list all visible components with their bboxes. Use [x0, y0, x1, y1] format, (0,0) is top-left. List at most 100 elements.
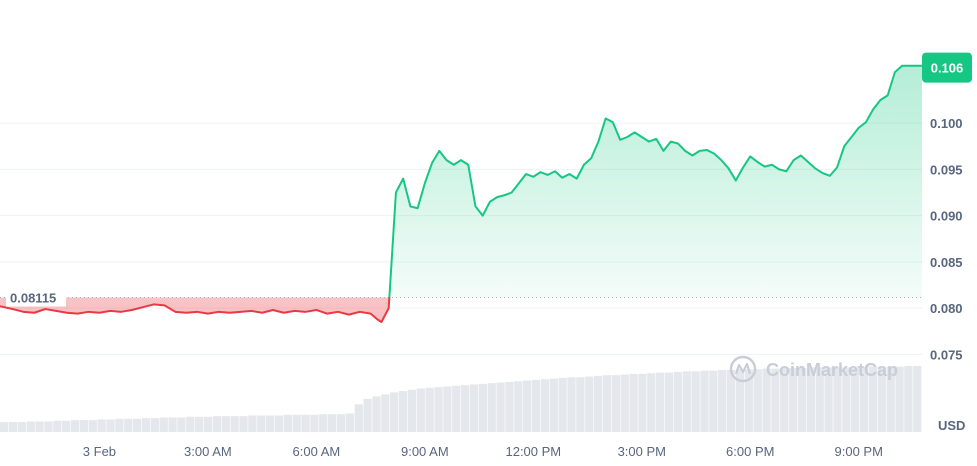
volume-bar	[664, 372, 674, 432]
volume-bar	[540, 379, 550, 432]
volume-bar	[461, 385, 470, 432]
price-line-down	[0, 297, 391, 323]
volume-bar	[248, 415, 257, 432]
volume-bar	[407, 389, 417, 432]
y-tick-label: 0.100	[930, 116, 963, 131]
volume-bar	[97, 419, 106, 432]
volume-bar	[79, 420, 89, 432]
volume-bar	[904, 366, 913, 432]
volume-bar	[567, 377, 576, 432]
volume-bar	[345, 413, 355, 432]
price-area	[0, 65, 922, 322]
current-price-badge-label: 0.106	[931, 61, 964, 76]
volume-bar	[585, 376, 594, 432]
volume-bar	[257, 415, 266, 432]
volume-bar	[203, 416, 213, 432]
volume-bar	[726, 369, 736, 432]
volume-bar	[531, 379, 541, 432]
watermark: CoinMarketCap	[729, 355, 898, 383]
volume-bar	[797, 367, 807, 432]
volume-bar	[629, 373, 638, 432]
volume-bar	[381, 394, 390, 432]
volume-bar	[398, 391, 408, 432]
volume-bar	[132, 418, 142, 432]
volume-bar	[328, 414, 337, 432]
volume-bar	[859, 366, 869, 432]
y-tick-label: 0.075	[930, 347, 963, 362]
volume-bar	[496, 382, 505, 432]
volume-bar	[372, 396, 381, 432]
volume-bar	[886, 366, 895, 432]
volume-bar	[895, 366, 904, 432]
volume-bar	[283, 414, 292, 432]
volume-bar	[709, 370, 718, 432]
volume-bar	[523, 380, 532, 432]
volume-bar	[620, 374, 629, 432]
y-axis-ticks: 0.100 0.095 0.090 0.085 0.080 0.075	[930, 116, 963, 362]
volume-bar	[753, 369, 762, 432]
volume-bar	[789, 367, 798, 432]
unit-label: USD	[938, 418, 965, 433]
x-tick-label: 3:00 PM	[618, 444, 666, 459]
price-area-down	[0, 297, 922, 322]
volume-bar	[576, 377, 585, 432]
volume-bar	[443, 386, 452, 432]
x-tick-label: 6:00 PM	[726, 444, 774, 459]
y-tick-label: 0.095	[930, 162, 963, 177]
coinmarketcap-logo-mark-icon	[734, 362, 752, 375]
x-tick-label: 9:00 AM	[401, 444, 449, 459]
volume-bar	[17, 422, 26, 432]
volume-bar	[141, 418, 151, 432]
coinmarketcap-logo-icon	[729, 355, 757, 383]
volume-bar	[363, 399, 372, 432]
volume-bar	[265, 415, 275, 432]
volume-bar	[115, 418, 124, 432]
volume-bar	[771, 368, 780, 432]
volume-bar	[833, 367, 842, 432]
volume-bar	[718, 369, 727, 432]
volume-bar	[762, 368, 771, 432]
volume-bar	[558, 377, 567, 432]
x-tick-label: 9:00 PM	[835, 444, 883, 459]
volume-bar	[310, 414, 319, 432]
volume-bar	[44, 421, 53, 432]
x-tick-label: 3:00 AM	[184, 444, 232, 459]
volume-bar	[744, 369, 753, 432]
volume-bar	[106, 419, 115, 432]
volume-bar	[8, 422, 18, 432]
volume-bar	[150, 418, 159, 432]
x-tick-label: 3 Feb	[83, 444, 116, 459]
volume-bar	[70, 420, 80, 432]
volume-bar	[691, 371, 700, 432]
volume-bar	[35, 421, 44, 432]
volume-bars	[0, 366, 922, 432]
volume-bar	[602, 375, 612, 432]
volume-bar	[478, 383, 487, 432]
volume-bar	[434, 387, 443, 432]
volume-bar	[53, 420, 62, 432]
volume-bar	[212, 416, 222, 432]
volume-bar	[815, 367, 824, 432]
y-tick-label: 0.085	[930, 255, 963, 270]
volume-bar	[682, 371, 691, 432]
volume-bar	[0, 422, 9, 432]
volume-bar	[868, 366, 878, 432]
volume-bar	[452, 385, 461, 432]
volume-bar	[354, 404, 363, 432]
volume-bar	[186, 416, 195, 432]
volume-bar	[168, 417, 177, 432]
reference-label: 0.08115	[10, 290, 56, 305]
volume-bar	[301, 414, 310, 432]
volume-bar	[425, 387, 434, 432]
volume-bar	[673, 371, 683, 432]
volume-bar	[913, 366, 922, 432]
reference-line: 0.08115	[0, 288, 922, 307]
x-tick-label: 6:00 AM	[293, 444, 341, 459]
volume-bar	[842, 367, 851, 432]
volume-bar	[177, 417, 186, 432]
current-price-badge: 0.106	[922, 52, 972, 83]
price-line	[0, 64, 922, 323]
volume-bar	[239, 416, 248, 432]
